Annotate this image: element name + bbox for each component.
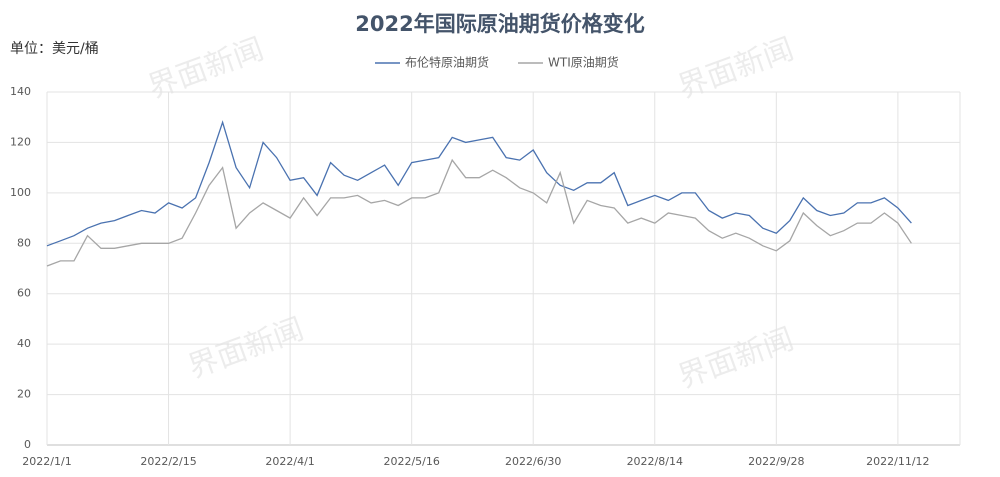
chart-title: 2022年国际原油期货价格变化 (355, 12, 644, 36)
watermark: 界面新闻 (144, 32, 269, 106)
legend-label: WTI原油期货 (548, 55, 619, 70)
x-tick-label: 2022/4/1 (265, 455, 314, 468)
watermark: 界面新闻 (674, 32, 799, 106)
x-tick-label: 2022/8/14 (627, 455, 683, 468)
line-series (46, 120, 912, 247)
y-tick-label: 20 (17, 388, 31, 401)
y-tick-label: 80 (17, 236, 31, 249)
y-tick-label: 140 (10, 85, 31, 98)
legend-label: 布伦特原油期货 (405, 55, 489, 70)
x-tick-label: 2022/6/30 (505, 455, 561, 468)
x-tick-label: 2022/11/12 (866, 455, 929, 468)
x-tick-label: 2022/2/15 (140, 455, 196, 468)
line-series (46, 158, 912, 267)
x-tick-label: 2022/1/1 (22, 455, 71, 468)
y-tick-label: 40 (17, 337, 31, 350)
x-tick-label: 2022/9/28 (748, 455, 804, 468)
watermark: 界面新闻 (674, 322, 799, 396)
x-tick-label: 2022/5/16 (383, 455, 439, 468)
unit-label: 单位：美元/桶 (10, 41, 99, 57)
y-tick-label: 100 (10, 186, 31, 199)
y-tick-label: 60 (17, 287, 31, 300)
y-tick-label: 120 (10, 135, 31, 148)
y-tick-label: 0 (24, 438, 31, 451)
